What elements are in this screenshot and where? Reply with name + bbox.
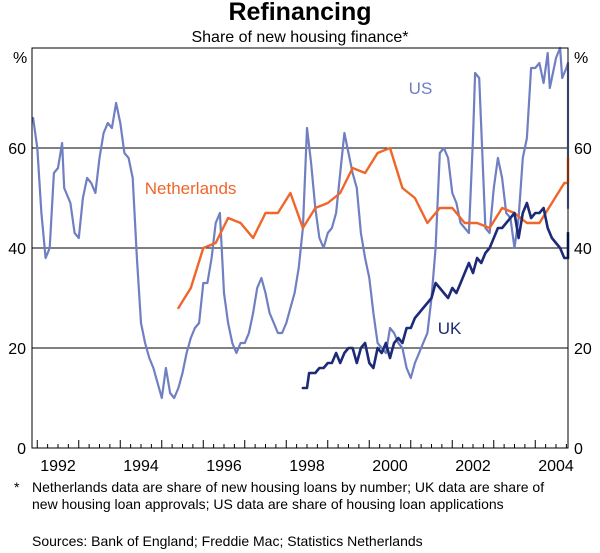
sources: Sources: Bank of England; Freddie Mac; S… xyxy=(32,533,423,549)
chart-subtitle: Share of new housing finance* xyxy=(191,29,409,46)
x-tick-label: 1996 xyxy=(206,458,242,475)
x-tick-label: 2002 xyxy=(455,458,491,475)
series-label-netherlands: Netherlands xyxy=(145,179,237,198)
footnote: * Netherlands data are share of new housi… xyxy=(14,479,574,513)
y-unit-right: % xyxy=(574,50,588,67)
x-tick-label: 1992 xyxy=(40,458,76,475)
chart: 0 0 20 20 40 40 60 60% % 1992 1994 1996 1998 2000 2002… xyxy=(8,46,592,475)
y-tick-label-left: 40 xyxy=(8,241,26,258)
plot-area-frame xyxy=(31,47,569,449)
x-tick-label: 2000 xyxy=(372,458,408,475)
y-unit-left: % xyxy=(13,50,27,67)
x-tick-label: 2004 xyxy=(538,458,574,475)
y-tick-label-left: 60 xyxy=(8,141,26,158)
footnote-text: Netherlands data are share of new housin… xyxy=(32,479,545,512)
y-tick-label-right: 20 xyxy=(574,341,592,358)
series-label-us: US xyxy=(409,79,433,98)
x-tick-label: 1994 xyxy=(123,458,159,475)
footnote-marker: * xyxy=(14,479,20,495)
y-tick-label-left: 0 xyxy=(17,441,26,458)
y-tick-label-right: 0 xyxy=(574,441,583,458)
series-line-uk xyxy=(301,201,570,390)
chart-title: Refinancing xyxy=(228,0,372,26)
y-tick-label-right: 40 xyxy=(574,241,592,258)
series-line-netherlands xyxy=(177,146,570,310)
x-tick-label: 1998 xyxy=(289,458,325,475)
y-tick-label-right: 60 xyxy=(574,141,592,158)
y-tick-label-left: 20 xyxy=(8,341,26,358)
series-label-uk: UK xyxy=(438,319,462,338)
